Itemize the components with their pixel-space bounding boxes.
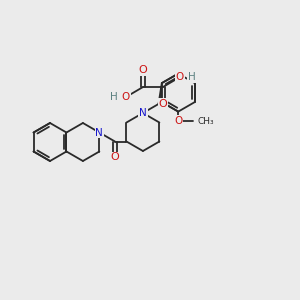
Text: O: O (122, 92, 130, 102)
Text: O: O (176, 72, 184, 82)
Text: O: O (159, 99, 167, 109)
Text: O: O (174, 116, 182, 126)
Text: N: N (139, 108, 147, 118)
Text: H: H (110, 92, 118, 102)
Text: O: O (139, 65, 147, 75)
Text: H: H (188, 72, 196, 82)
Text: CH₃: CH₃ (197, 117, 214, 126)
Text: N: N (95, 128, 103, 137)
Text: O: O (111, 152, 119, 163)
